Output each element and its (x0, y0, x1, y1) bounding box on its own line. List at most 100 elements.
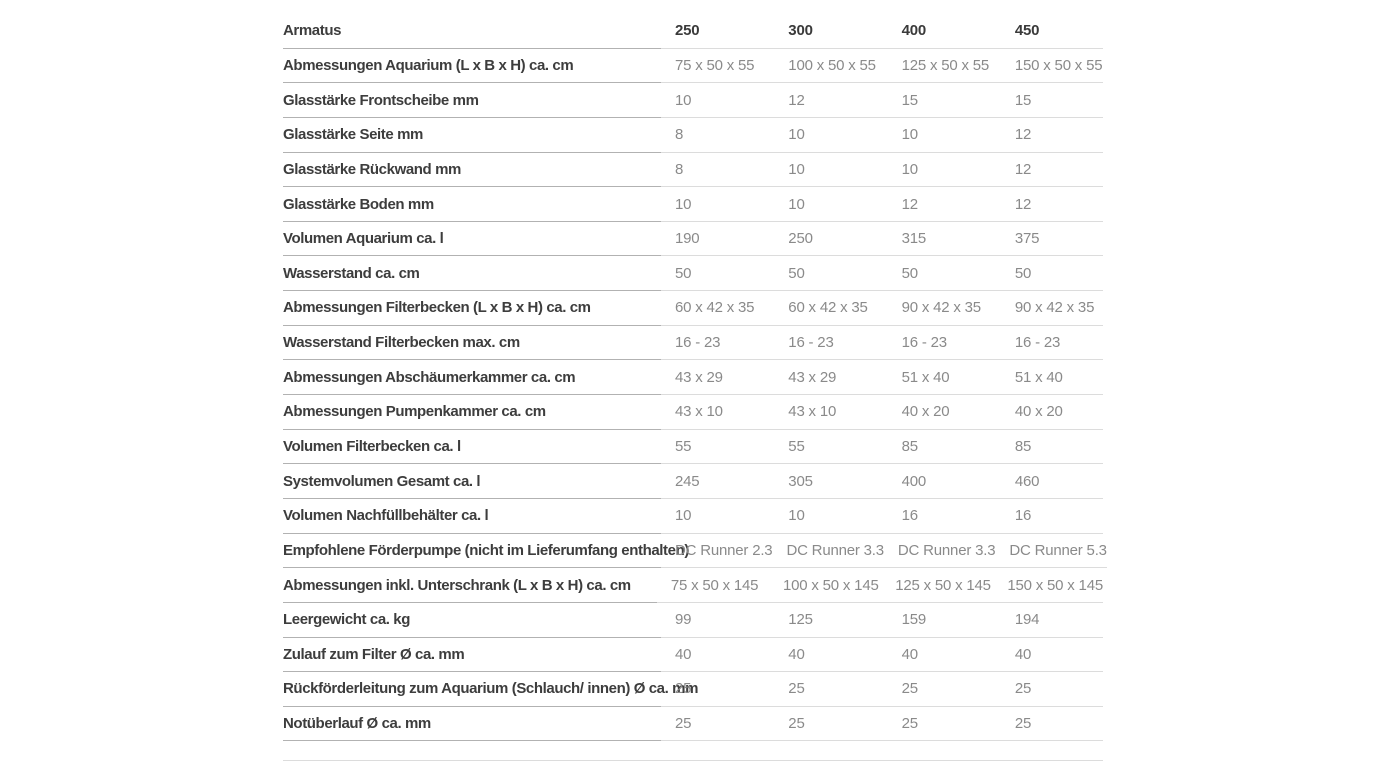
row-value: 50 (661, 256, 775, 292)
row-label: Wasserstand Filterbecken max. cm (283, 326, 661, 361)
row-value: 40 (774, 638, 888, 673)
table-row: Glasstärke Boden mm 10 10 12 12 (283, 187, 1103, 222)
row-value: 90 x 42 x 35 (1000, 291, 1103, 326)
row-value: 55 (774, 430, 888, 465)
row-value: 100 x 50 x 145 (769, 568, 882, 603)
row-value: 150 x 50 x 145 (993, 568, 1103, 603)
table-row: Glasstärke Rückwand mm 8 10 10 12 (283, 153, 1103, 188)
row-value: 16 - 23 (661, 326, 775, 361)
row-value: 125 x 50 x 55 (887, 49, 1001, 84)
row-label: Volumen Filterbecken ca. l (283, 430, 661, 465)
row-value: 90 x 42 x 35 (887, 291, 1001, 326)
row-value: 25 (774, 672, 888, 707)
row-value: 25 (1000, 707, 1103, 742)
row-value: 190 (661, 222, 775, 257)
table-row: Abmessungen Aquarium (L x B x H) ca. cm … (283, 49, 1103, 84)
table-row: Glasstärke Seite mm 8 10 10 12 (283, 118, 1103, 153)
row-value: 75 x 50 x 145 (656, 568, 769, 603)
table-row: Notüberlauf Ø ca. mm 25 25 25 25 (283, 707, 1103, 742)
row-value: 305 (774, 464, 888, 499)
row-value: 85 (887, 430, 1001, 465)
row-value: DC Runner 5.3 (995, 534, 1107, 569)
row-value: 16 - 23 (1000, 326, 1103, 361)
row-value: 50 (774, 256, 888, 292)
row-value: 12 (1000, 187, 1103, 222)
table-row: Empfohlene Förderpumpe (nicht im Lieferu… (283, 534, 1107, 569)
row-label: Notüberlauf Ø ca. mm (283, 707, 661, 742)
row-value: 159 (887, 603, 1001, 638)
row-value: 16 - 23 (774, 326, 888, 361)
table-row: Systemvolumen Gesamt ca. l 245 305 400 4… (283, 464, 1103, 499)
row-label: Zulauf zum Filter Ø ca. mm (283, 638, 661, 673)
row-label: Systemvolumen Gesamt ca. l (283, 464, 661, 499)
table-row: Leergewicht ca. kg 99 125 159 194 (283, 603, 1103, 638)
row-value: 40 (661, 638, 775, 673)
column-header-400: 400 (887, 14, 1001, 49)
row-label: Glasstärke Frontscheibe mm (283, 83, 661, 118)
row-label: Abmessungen Filterbecken (L x B x H) ca.… (283, 291, 661, 326)
row-value: 100 x 50 x 55 (774, 49, 888, 84)
row-value: 8 (661, 118, 775, 153)
row-value: 400 (887, 464, 1001, 499)
column-header-300: 300 (774, 14, 888, 49)
row-value: 40 (1000, 638, 1103, 673)
row-value: 51 x 40 (887, 360, 1001, 396)
row-value: 43 x 10 (774, 395, 888, 430)
row-value: 10 (887, 118, 1001, 153)
row-value: 25 (774, 707, 888, 742)
row-value: 10 (774, 153, 888, 188)
table-row: Glasstärke Frontscheibe mm 10 12 15 15 (283, 83, 1103, 118)
row-value: 25 (887, 707, 1001, 742)
row-value: 25 (887, 672, 1001, 707)
row-value: DC Runner 3.3 (772, 534, 884, 569)
row-value: 12 (774, 83, 888, 118)
row-label: Volumen Nachfüllbehälter ca. l (283, 499, 661, 534)
row-value: 40 x 20 (1000, 395, 1103, 430)
table-row: Zulauf zum Filter Ø ca. mm 40 40 40 40 (283, 638, 1103, 673)
table-row: Volumen Nachfüllbehälter ca. l 10 10 16 … (283, 499, 1103, 534)
table-row: Abmessungen inkl. Unterschrank (L x B x … (283, 568, 1103, 603)
row-value: 250 (774, 222, 888, 257)
row-value: 25 (661, 707, 775, 742)
row-label: Abmessungen inkl. Unterschrank (L x B x … (283, 568, 657, 603)
row-label: Rückförderleitung zum Aquarium (Schlauch… (283, 672, 698, 707)
table-title: Armatus (283, 14, 661, 49)
table-header-row: Armatus 250 300 400 450 (283, 14, 1103, 49)
row-value: 43 x 29 (661, 360, 775, 396)
row-value: 85 (1000, 430, 1103, 465)
row-label: Abmessungen Pumpenkammer ca. cm (283, 395, 661, 430)
row-value: 43 x 29 (774, 360, 888, 396)
row-value: 60 x 42 x 35 (774, 291, 888, 326)
row-value: 125 (774, 603, 888, 638)
row-value: 10 (774, 187, 888, 222)
row-value: DC Runner 3.3 (883, 534, 996, 569)
row-label: Abmessungen Abschäumerkammer ca. cm (283, 360, 661, 396)
row-value: 43 x 10 (661, 395, 775, 430)
row-label: Wasserstand ca. cm (283, 256, 661, 292)
table-row: Abmessungen Pumpenkammer ca. cm 43 x 10 … (283, 395, 1103, 430)
row-value: 12 (1000, 153, 1103, 188)
column-header-250: 250 (661, 14, 775, 49)
row-value: 75 x 50 x 55 (661, 49, 775, 84)
row-value: 245 (661, 464, 775, 499)
row-value: 460 (1000, 464, 1103, 499)
row-value: 51 x 40 (1000, 360, 1103, 396)
row-label: Empfohlene Förderpumpe (nicht im Lieferu… (283, 534, 689, 569)
row-value: 40 x 20 (887, 395, 1001, 430)
row-label: Abmessungen Aquarium (L x B x H) ca. cm (283, 49, 661, 84)
table-row: Wasserstand ca. cm 50 50 50 50 (283, 256, 1103, 292)
row-value: 99 (661, 603, 775, 638)
row-label: Glasstärke Boden mm (283, 187, 661, 222)
row-value: 50 (1000, 256, 1103, 292)
row-label: Leergewicht ca. kg (283, 603, 661, 638)
row-value: 12 (887, 187, 1001, 222)
row-label: Glasstärke Rückwand mm (283, 153, 661, 188)
row-value: 375 (1000, 222, 1103, 257)
row-value: 25 (661, 672, 775, 707)
row-value: 50 (887, 256, 1001, 292)
row-value: DC Runner 2.3 (661, 534, 773, 569)
row-value: 15 (1000, 83, 1103, 118)
row-value: 15 (887, 83, 1001, 118)
table-row: Rückförderleitung zum Aquarium (Schlauch… (283, 672, 1103, 707)
product-spec-table: Armatus 250 300 400 450 Abmessungen Aqua… (283, 14, 1107, 762)
